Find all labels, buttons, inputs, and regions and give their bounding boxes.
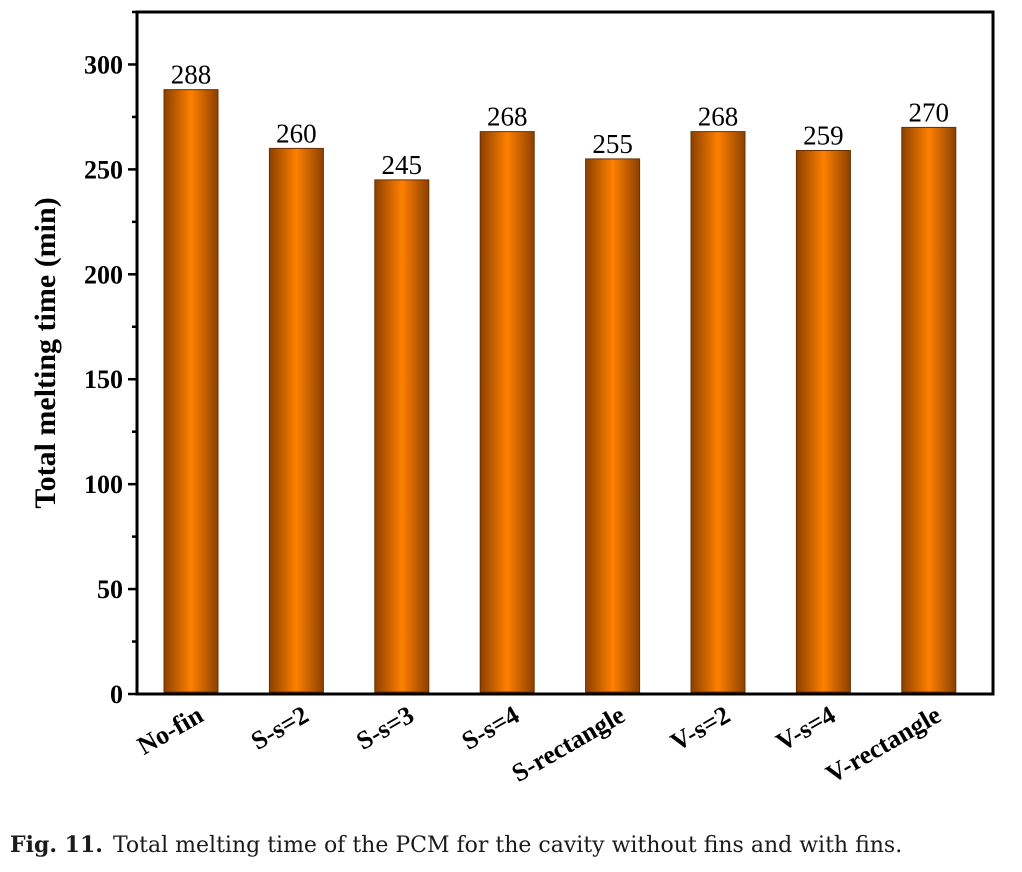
y-tick-label: 200: [84, 260, 123, 289]
x-category-label: S-rectangle: [507, 700, 630, 788]
bars-layer: [163, 89, 957, 693]
data-label: 288: [171, 60, 212, 90]
data-label: 270: [909, 97, 950, 127]
y-tick-label: 0: [110, 680, 123, 709]
bar-chart: 288 260 245 268 255 268 259 270 0 50 100 150 200 250…: [29, 10, 995, 789]
y-tick-label: 100: [84, 470, 123, 499]
y-tick-label: 50: [97, 575, 123, 604]
data-label: 259: [803, 120, 844, 150]
plot-frame: [135, 10, 995, 696]
bar-s-s-2: [268, 147, 324, 693]
y-tick-label: 150: [84, 365, 123, 394]
data-labels-layer: 288 260 245 268 255 268 259 270: [171, 60, 949, 180]
x-category-labels: No-fin S-s=2 S-s=3 S-s=4S-rectangle V-s=2 V-s…: [132, 700, 946, 789]
y-axis-title: Total melting time (min): [29, 197, 62, 508]
x-category-label: V-s=2: [666, 700, 735, 757]
bar-v-s-4: [795, 149, 851, 693]
figure-number: Fig. 11.: [10, 832, 103, 858]
bar-v-s-2: [690, 131, 746, 693]
bar-v-rectangle: [901, 126, 957, 693]
data-label: 268: [698, 102, 739, 132]
caption-text: Total melting time of the PCM for the ca…: [112, 833, 903, 858]
bar-no-fin: [163, 89, 219, 693]
y-ticks-layer: 0 50 100 150 200 250 300: [84, 10, 137, 709]
data-label: 260: [276, 118, 317, 148]
data-label: 245: [382, 150, 423, 180]
figure-caption: Fig. 11. Total melting time of the PCM fo…: [10, 832, 902, 858]
y-tick-label: 250: [84, 155, 123, 184]
y-tick-label: 300: [84, 50, 123, 79]
data-label: 255: [592, 129, 633, 159]
bar-s-s-3: [374, 179, 430, 693]
x-category-label: S-s=3: [351, 700, 418, 756]
x-category-label: S-s=2: [246, 700, 313, 756]
bar-s-s-4: [479, 131, 535, 693]
x-category-label: S-s=4: [457, 700, 524, 756]
x-category-label: V-rectangle: [821, 700, 946, 789]
data-label: 268: [487, 102, 528, 132]
bar-s-rectangle: [585, 158, 641, 693]
x-category-label: V-s=4: [771, 700, 840, 757]
x-category-label: No-fin: [132, 700, 208, 761]
